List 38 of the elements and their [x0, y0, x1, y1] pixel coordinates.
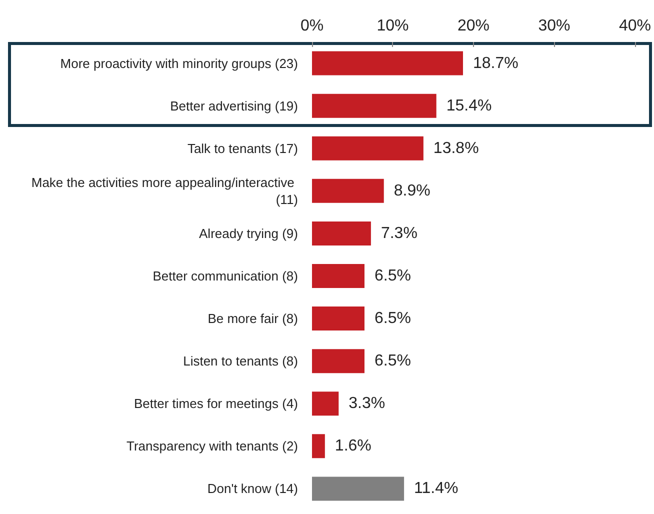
data-label: 3.3%: [348, 395, 386, 412]
y-tick-label: More proactivity with minority groups (23): [60, 56, 298, 71]
bar: [312, 264, 364, 288]
y-tick-label: Better times for meetings (4): [134, 396, 298, 412]
bar: [312, 476, 404, 501]
y-tick-label: Listen to tenants (8): [183, 354, 298, 369]
data-label: 7.3%: [380, 224, 418, 242]
x-tick-label: 40%: [618, 18, 652, 34]
data-label: 13.8%: [433, 140, 479, 157]
y-tick-label: Already trying (9): [199, 226, 298, 241]
bar: [312, 221, 371, 246]
bar: [312, 349, 364, 374]
data-label: 6.5%: [374, 352, 411, 370]
x-tick-label: 0%: [300, 18, 324, 34]
bar: [312, 392, 339, 416]
bar: [312, 178, 384, 203]
data-label: 18.7%: [472, 54, 518, 72]
x-tick-label: 10%: [376, 18, 409, 34]
y-tick-label: Transparency with tenants (2): [126, 438, 298, 454]
bar: [312, 94, 436, 118]
data-label: 8.9%: [394, 182, 430, 200]
data-label: 6.5%: [374, 268, 411, 284]
data-label: 11.4%: [414, 480, 458, 498]
data-label: 6.5%: [374, 310, 411, 328]
data-label: 15.4%: [446, 97, 492, 114]
bar: [312, 306, 364, 331]
data-label: 1.6%: [334, 438, 372, 455]
y-tick-label: Don't know (14): [207, 481, 298, 496]
y-tick-label: Better advertising (19): [170, 98, 298, 114]
y-tick-label: Make the activities more appealing/interactive (11): [31, 174, 298, 207]
bar: [312, 51, 463, 76]
y-tick-label: Talk to tenants (17): [187, 140, 298, 156]
bar: [312, 434, 325, 458]
bar: [312, 136, 424, 160]
y-tick-label: Better communication (8): [152, 268, 298, 284]
x-tick-label: 20%: [457, 18, 490, 34]
x-tick-label: 30%: [538, 18, 570, 34]
y-tick-label: Be more fair (8): [208, 311, 298, 326]
